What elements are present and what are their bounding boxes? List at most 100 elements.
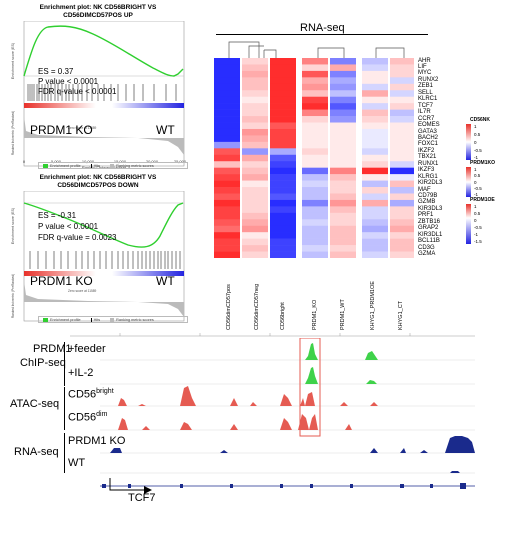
heatmap-cell (214, 109, 240, 117)
heatmap-cell (390, 232, 414, 239)
heatmap-cell (330, 90, 356, 98)
heatmap-cell (270, 122, 296, 130)
heatmap-cell (270, 90, 296, 98)
gene-model-exons (102, 483, 466, 489)
heatmap-cell (390, 187, 414, 194)
heatmap-cell (362, 109, 388, 117)
heatmap-cell (390, 219, 414, 227)
heatmap-title-underline (216, 34, 428, 35)
heatmap-cell (270, 83, 296, 91)
heatmap-gene-label: CD79B (418, 193, 438, 199)
gsea-top-xtick-15000: 15,000 (114, 159, 127, 164)
heatmap-cell (214, 122, 240, 130)
heatmap-sample-1: CD56dimCD57pos (226, 284, 232, 330)
heatmap-cell (330, 212, 356, 220)
heatmap-cell (330, 116, 356, 123)
heatmap-cell (302, 199, 328, 207)
heatmap-cell (390, 161, 414, 168)
heatmap-cell (302, 148, 328, 156)
heatmap-cell (214, 90, 240, 98)
gsea-top-ylabel2: Ranked list metric (PreRanked) (11, 111, 15, 155)
heatmap-cell (302, 161, 328, 168)
track-rnaseq-label: RNA-seq (14, 446, 59, 458)
heatmap-cell (390, 135, 414, 143)
heatmap-cell (242, 128, 268, 136)
heatmap-cell (330, 128, 356, 136)
heatmap-cell (362, 174, 388, 181)
heatmap-cell (242, 116, 268, 123)
heatmap-gene-label: CCR7 (418, 115, 435, 122)
heatmap-cell (330, 135, 356, 143)
heatmap-cell (330, 83, 356, 91)
gsea-top-right-label: WT (156, 123, 175, 137)
gsea-top-legend: Enrichment profile Hits Ranking metric s… (38, 162, 188, 169)
legend-prdm1ko-tick-4: -0.5 (474, 186, 482, 191)
heatmap-cell (362, 193, 388, 201)
heatmap-cell (302, 109, 328, 117)
heatmap-cell (330, 199, 356, 207)
heatmap-gene-label: BCL11B (418, 238, 440, 245)
heatmap-cell (330, 180, 356, 188)
heatmap-cell (214, 161, 240, 168)
gsea-bottom-right-label: WT (156, 274, 175, 288)
heatmap-cell (362, 225, 388, 233)
heatmap-cell (362, 154, 388, 162)
legend-cd56nk-tick-2: 0.5 (474, 132, 481, 137)
gsea-top-left-label: PRDM1 KO (30, 123, 93, 137)
heatmap-cell (302, 180, 328, 188)
legend-prdm1oe-tick-3: 0 (474, 218, 477, 223)
heatmap-cell (302, 206, 328, 214)
gsea-bottom-es-curve (23, 202, 184, 248)
gene-name-label: TCF7 (128, 492, 156, 504)
heatmap-cell (302, 154, 328, 162)
heatmap-cell (270, 161, 296, 168)
heatmap-cell (242, 58, 268, 65)
heatmap-cell (390, 128, 414, 136)
heatmap-cell (362, 122, 388, 130)
track-prdm1-label-2: ChIP-seq (20, 357, 66, 369)
heatmap-cell (362, 161, 388, 168)
heatmap-gene-label: GZMB (418, 199, 436, 206)
heatmap-cell (330, 167, 356, 175)
heatmap-cell (214, 238, 240, 246)
legend-prdm1ko-tick-1: 1 (474, 167, 477, 172)
tcf7-arrow (109, 478, 152, 494)
highlight-box (299, 338, 321, 437)
gsea-bottom-title-1: Enrichment plot: NK CD56BRIGHT VS (39, 174, 157, 181)
heatmap-cell (242, 141, 268, 149)
gsea-bottom-legend-hits: Hits (90, 317, 100, 322)
heatmap-gene-label: AHR (418, 57, 431, 64)
heatmap-cell (302, 58, 328, 65)
heatmap-cell (390, 64, 414, 72)
heatmap-cell (362, 83, 388, 91)
gsea-bottom-pvalue: P value < 0.0001 (38, 222, 99, 231)
heatmap-cell (390, 167, 414, 175)
track-feeder-label: +feeder (68, 343, 106, 355)
dendrogram-group2 (317, 47, 345, 58)
gsea-bottom-ylabel: Enrichment score (ES) (11, 208, 15, 244)
heatmap-cell (214, 232, 240, 239)
heatmap-cell (242, 251, 268, 258)
heatmap-gene-label: TBX21 (418, 154, 437, 161)
legend-prdm1oe-tick-2: 0.5 (474, 211, 481, 216)
gsea-bottom-fdr: FDR q-value = 0.0023 (38, 233, 117, 242)
heatmap-gene-label: KLRC1 (418, 96, 438, 103)
heatmap-cell (270, 109, 296, 117)
heatmap-cell (330, 103, 356, 110)
heatmap-gene-label: CD3G (418, 244, 435, 251)
heatmap-cell (390, 238, 414, 246)
heatmap-cell (330, 219, 356, 227)
heatmap-gene-label: KIR2DL3 (418, 180, 443, 187)
heatmap-cell (242, 199, 268, 207)
heatmap-cell (362, 103, 388, 110)
gsea-top-es-curve (23, 25, 184, 77)
gsea-bottom-legend: Enrichment profile Hits Ranking metric s… (38, 316, 188, 323)
heatmap-cell (242, 135, 268, 143)
gsea-top-rank-bar (24, 103, 184, 108)
gsea-bottom-ylabel2: Ranked list metric (PreRanked) (11, 274, 15, 318)
heatmap-cell (214, 128, 240, 136)
heatmap-gene-label: LIF (418, 64, 427, 70)
cd56dim-base: CD56 (68, 411, 97, 424)
heatmap-cell (242, 167, 268, 175)
heatmap-cell (362, 116, 388, 123)
